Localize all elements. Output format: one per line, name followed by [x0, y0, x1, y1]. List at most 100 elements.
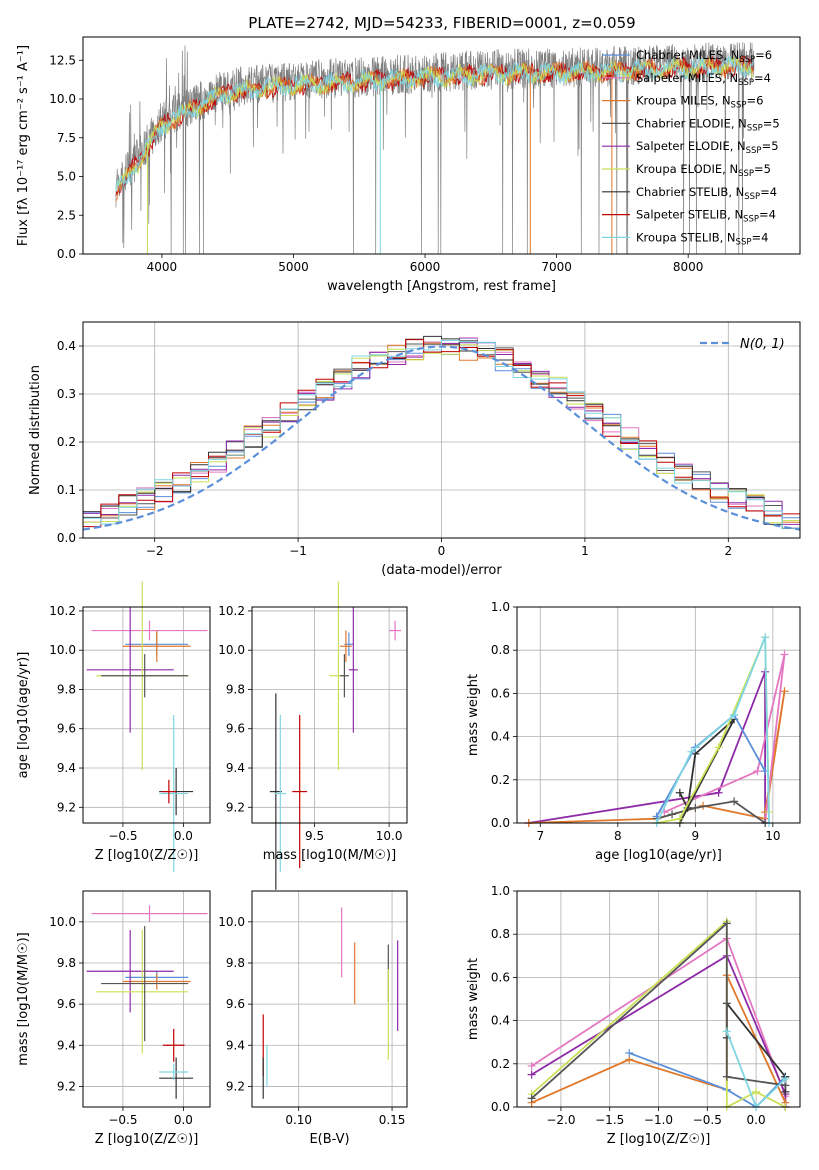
weight_vs_age-marker-kroupa_elodie — [675, 814, 684, 823]
age_vs_Z-axes: −0.5 0.0 9.2 9.4 9.6 9.8 10.0 10.2 Z [log10(Z/Z☉… — [16, 581, 211, 873]
legend-sub: SSP — [738, 169, 754, 179]
mass_vs_ebv-ytick-label: 9.4 — [226, 1038, 245, 1052]
legend-n: =6 — [746, 94, 763, 108]
age_vs_Z-ytick-label: 9.8 — [57, 682, 76, 696]
age_vs_mass-ytick-label: 9.4 — [226, 761, 245, 775]
weight_vs_Z-marker-kroupa_stelib — [722, 1027, 731, 1036]
residuals-ytick-label: 0.3 — [57, 387, 76, 401]
mass_vs_ebv-ytick-label: 9.8 — [226, 956, 245, 970]
legend-n: =5 — [754, 162, 771, 176]
weight_vs_Z-frame — [516, 890, 801, 1108]
weight_vs_Z-marks — [527, 917, 790, 1111]
weight_vs_Z-xtick-label: −0.5 — [693, 1113, 722, 1127]
legend-sub: SSP — [746, 146, 762, 156]
residuals-ytick-label: 0.4 — [57, 339, 76, 353]
spectrum-ylabel: Flux [fλ 10⁻¹⁷ erg cm⁻² s⁻¹ A⁻¹] — [16, 45, 31, 246]
residuals-xtick-label: −2 — [146, 544, 164, 558]
weight_vs_age-line-salpeter_miles — [663, 654, 786, 824]
weight_vs_age-marks — [524, 633, 789, 827]
weight_vs_age-xtick-label: 7 — [536, 829, 544, 843]
weight_vs_age-ytick-label: 1.0 — [491, 600, 510, 614]
age_vs_Z-xtick-label: 0.0 — [174, 829, 193, 843]
weight_vs_age-line-kroupa_miles — [528, 691, 786, 824]
weight_vs_age-line-salpeter_elodie — [528, 671, 766, 824]
age_vs_mass-ytick-label: 9.8 — [226, 682, 245, 696]
weight_vs_age-marker-kroupa_miles — [780, 687, 789, 696]
weight_vs_age-ytick-label: 0.6 — [491, 686, 510, 700]
age_vs_mass-grid — [252, 607, 407, 823]
spectrum-ytick-label: 0.0 — [57, 247, 76, 261]
legend-label-salpeter_elodie: Salpeter ELODIE, NSSP=5 — [636, 139, 779, 156]
age_vs_Z-ytick-label: 9.6 — [57, 722, 76, 736]
spectrum-data-line — [115, 41, 755, 254]
age_vs_mass-frame — [251, 606, 408, 824]
residuals-xtick-label: 1 — [581, 544, 589, 558]
weight_vs_age-marker-chabrier_elodie — [668, 810, 677, 819]
age_vs_mass-xlabel: mass [log10(M/M☉)] — [263, 848, 396, 863]
weight_vs_age-marker-salpeter_elodie — [714, 788, 723, 797]
mass_vs_ebv-xlabel: E(B-V) — [309, 1132, 349, 1147]
weight_vs_age-marker-salpeter_miles — [780, 650, 789, 659]
weight_vs_Z-line-chabrier_elodie — [530, 921, 786, 1100]
mass_vs_Z-axes: −0.5 0.0 9.2 9.4 9.6 9.8 10.0 Z [log10(Z/Z☉)] ma… — [16, 890, 211, 1147]
weight_vs_age-marker-chabrier_elodie — [691, 803, 700, 812]
weight_vs_age-marker-kroupa_elodie — [714, 743, 723, 752]
weight_vs_age-ytick-label: 0.4 — [491, 730, 510, 744]
legend-label-salpeter_stelib: Salpeter STELIB, NSSP=4 — [636, 208, 776, 225]
legend-n: =5 — [763, 116, 780, 130]
weight_vs_Z-ytick-label: 0.2 — [491, 1057, 510, 1071]
legend-label-chabrier_elodie: Chabrier ELODIE, NSSP=5 — [636, 116, 780, 133]
spectrum-xtick-label: 4000 — [147, 260, 178, 274]
legend-label-chabrier_miles: Chabrier MILES, NSSP=6 — [636, 48, 772, 65]
weight_vs_Z-ytick-label: 0.4 — [491, 1014, 510, 1028]
legend-sub: SSP — [747, 123, 763, 133]
mass_vs_ebv-frame — [251, 890, 408, 1108]
age_vs_mass-ytick-label: 9.6 — [226, 722, 245, 736]
weight_vs_Z-xtick-label: −2.0 — [546, 1113, 575, 1127]
spectrum-xtick-label: 8000 — [673, 260, 704, 274]
spectrum-ytick-label: 10.0 — [49, 92, 76, 106]
legend-label-kroupa_stelib: Kroupa STELIB, NSSP=4 — [636, 230, 768, 247]
age_vs_Z-ytick-label: 10.2 — [49, 604, 76, 618]
hist-kroupa_stelib — [83, 340, 800, 529]
mass_vs_Z-ytick-label: 9.8 — [57, 956, 76, 970]
residuals-xtick-label: 0 — [438, 544, 446, 558]
residuals-ytick-label: 0.1 — [57, 483, 76, 497]
residuals-axes: −2 −1 0 1 2 0.0 0.1 0.2 0.3 0.4 (data-model)/error… — [28, 321, 801, 578]
weight_vs_age-ylabel: mass weight — [466, 674, 481, 756]
mass_vs_ebv-grid — [252, 891, 407, 1107]
age_vs_mass-ytick-label: 10.0 — [218, 643, 245, 657]
mass_vs_ebv-ytick-label: 10.0 — [218, 915, 245, 929]
weight_vs_Z-marker-chabrier_elodie — [722, 919, 731, 928]
figure-title: PLATE=2742, MJD=54233, FIBERID=0001, z=0… — [248, 14, 635, 32]
age_vs_Z-ytick-label: 9.4 — [57, 761, 76, 775]
mass_vs_Z-xtick-label: −0.5 — [108, 1113, 137, 1127]
weight_vs_Z-marker-chabrier_miles — [625, 1049, 634, 1057]
legend-sub: SSP — [738, 78, 754, 88]
weight_vs_age-frame — [516, 606, 801, 824]
mass_vs_Z-marks — [86, 905, 208, 1099]
weight_vs_age-marker-salpeter_miles — [753, 767, 762, 776]
spectrum-xtick-label: 7000 — [541, 260, 572, 274]
weight_vs_age-marker-kroupa_stelib — [730, 711, 739, 719]
residuals-frame — [82, 321, 801, 539]
weight_vs_Z-xtick-label: −1.5 — [595, 1113, 624, 1127]
legend-n: =4 — [760, 185, 777, 199]
weight_vs_age-xtick-label: 9 — [692, 829, 700, 843]
legend-label-kroupa_elodie: Kroupa ELODIE, NSSP=5 — [636, 162, 771, 179]
legend-n: =5 — [762, 139, 779, 153]
mass_vs_Z-xtick-label: 0.0 — [174, 1113, 193, 1127]
legend-n: =4 — [754, 71, 771, 85]
weight_vs_age-ytick-label: 0.2 — [491, 773, 510, 787]
mass_vs_Z-xlabel: Z [log10(Z/Z☉)] — [95, 1132, 199, 1147]
weight_vs_age-ytick-label: 0.0 — [491, 816, 510, 830]
age_vs_Z-grid — [83, 607, 210, 823]
residuals-marks — [82, 335, 801, 531]
weight_vs_Z-xtick-label: 0.0 — [747, 1113, 766, 1127]
spectrum-frame — [82, 36, 801, 255]
weight_vs_Z-marker-kroupa_stelib — [781, 1074, 790, 1083]
weight_vs_age-xlabel: age [log10(age/yr)] — [595, 848, 722, 863]
mass_vs_Z-grid — [83, 891, 210, 1107]
spectrum-xlabel: wavelength [Angstrom, rest frame] — [327, 279, 556, 294]
